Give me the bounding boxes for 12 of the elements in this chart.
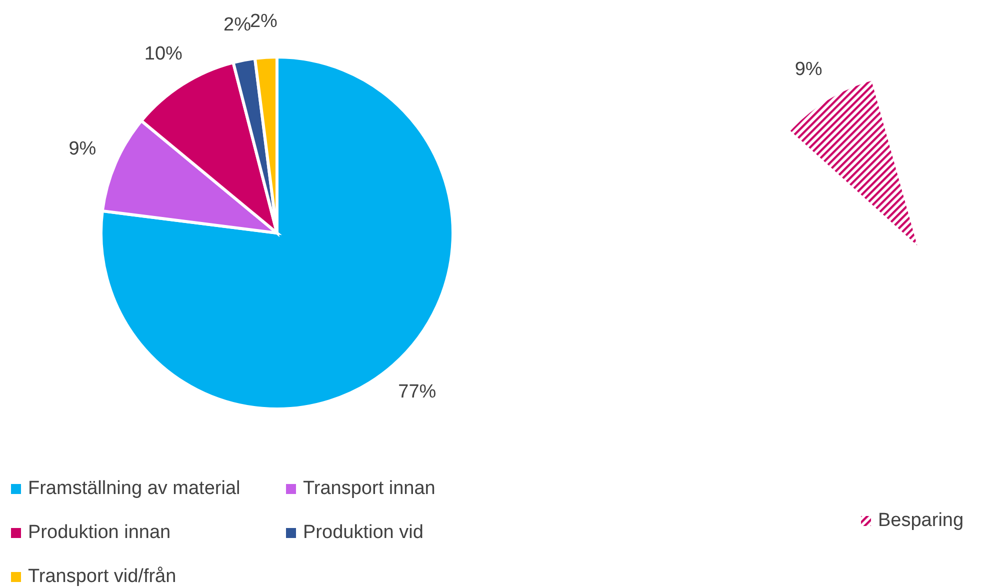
legend-label: Transport innan <box>303 478 436 500</box>
data-label: 9% <box>794 59 822 80</box>
data-label: 9% <box>68 138 96 160</box>
data-label: 2% <box>224 14 252 36</box>
data-label: 10% <box>144 44 183 64</box>
legend-label: Produktion innan <box>28 522 171 544</box>
legend-label: Transport vid/från <box>28 566 176 588</box>
data-label: 2% <box>250 10 278 32</box>
legend-label: Besparing <box>878 510 964 532</box>
legend-label: Framställning av material <box>28 478 240 500</box>
data-label: 77% <box>398 382 436 403</box>
legend-label: Produktion vid <box>303 522 424 544</box>
